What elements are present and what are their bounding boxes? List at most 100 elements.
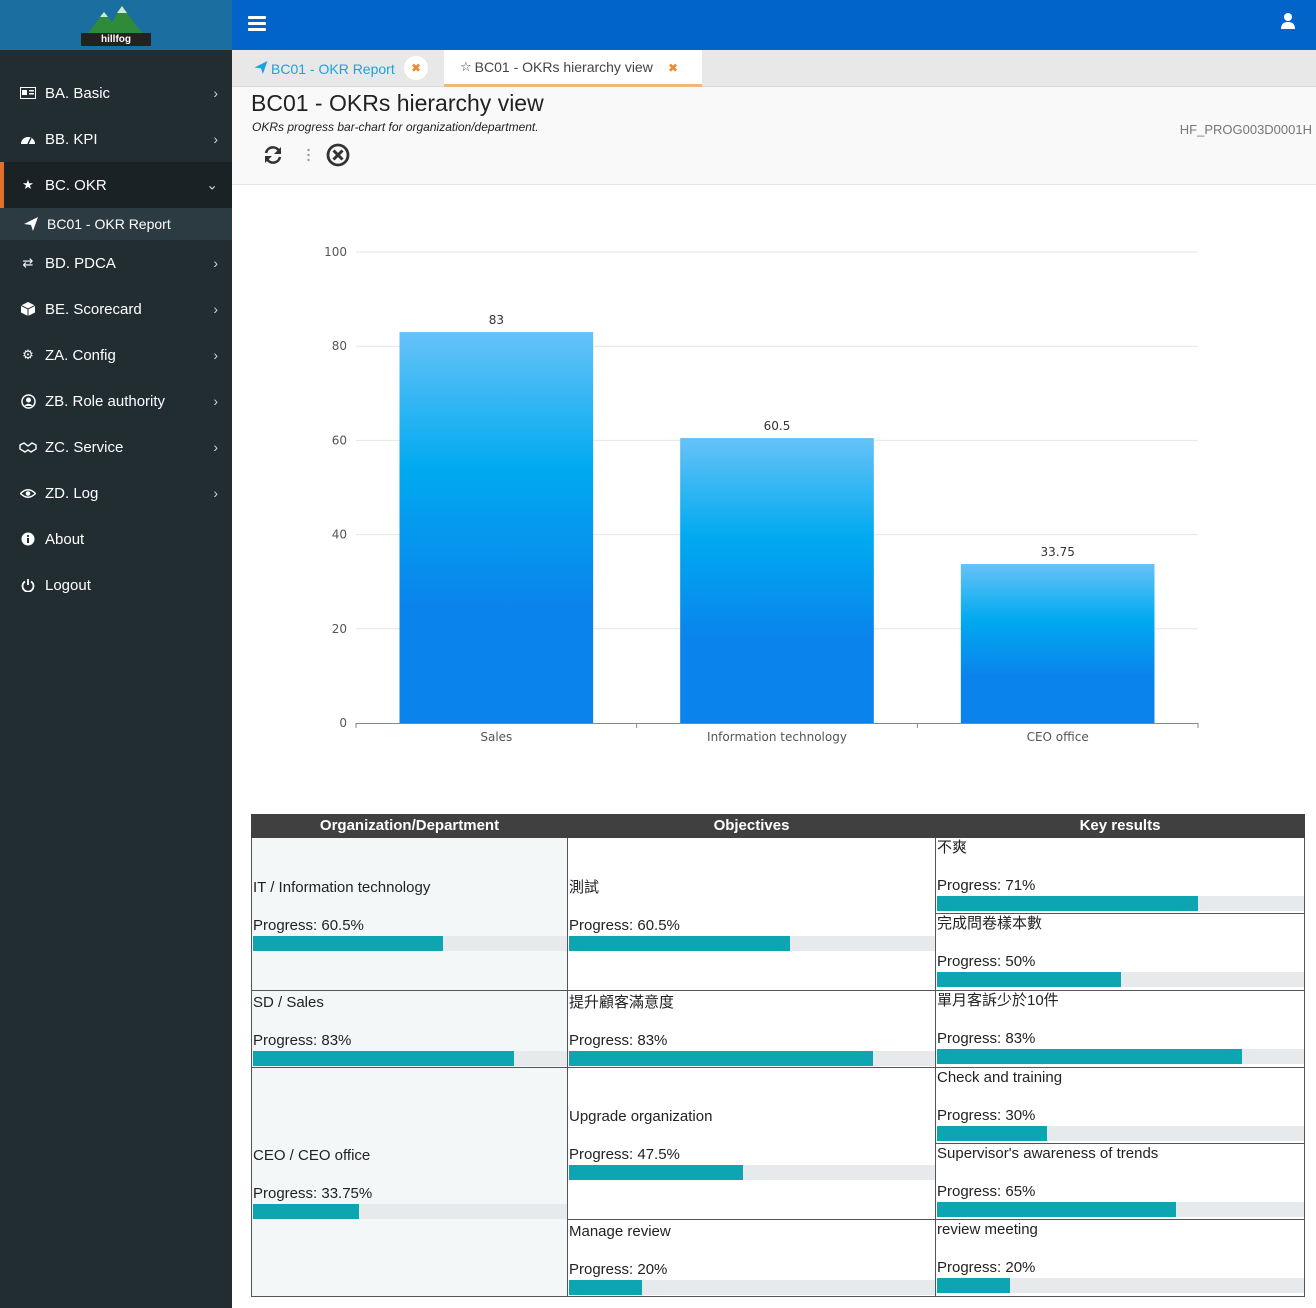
item-name: review meeting	[937, 1221, 1038, 1238]
item-name: Check and training	[937, 1069, 1063, 1086]
table-header-row: Organization/Department Objectives Key r…	[251, 814, 1305, 838]
sidebar-item-label: ZC. Service	[45, 438, 124, 456]
progress-block: 不爽 Progress: 71%	[936, 838, 1304, 911]
key-results-cell: 不爽 Progress: 71% 完成問卷樣本數 Progress: 50%	[935, 837, 1305, 991]
progress-bar-track	[569, 1050, 935, 1066]
progress-label: Progress: 20%	[569, 1260, 668, 1278]
bar-sales	[399, 332, 594, 723]
progress-bar-fill	[937, 896, 1198, 911]
item-name: Manage review	[569, 1222, 671, 1240]
item-name: Upgrade organization	[569, 1108, 713, 1125]
tab-okr-report[interactable]: BC01 - OKR Report ✖	[232, 50, 436, 87]
star-outline-icon: ☆	[460, 59, 472, 74]
column-header-key-results: Key results	[935, 814, 1305, 838]
progress-bar-track	[253, 1050, 567, 1066]
okr-hierarchy-table: Organization/Department Objectives Key r…	[251, 814, 1305, 1297]
progress-label: Progress: 60.5%	[569, 916, 680, 934]
key-result-item: review meeting Progress: 20%	[936, 1220, 1304, 1296]
objectives-cell: Upgrade organization Progress: 47.5% Manag…	[567, 1067, 936, 1297]
logo[interactable]: hillfog	[78, 2, 154, 48]
x-category-label: Sales	[480, 730, 512, 744]
progress-label: Progress: 50%	[937, 953, 1036, 970]
sidebar-item-role-authority[interactable]: ZB. Role authority ›	[0, 378, 232, 424]
logo-area[interactable]: hillfog	[0, 0, 232, 50]
progress-block: Supervisor's awareness of trends Progress…	[936, 1144, 1304, 1217]
bar-information-technology	[680, 438, 874, 723]
sidebar-item-pdca[interactable]: ⇄ BD. PDCA ›	[0, 240, 232, 286]
sidebar-item-about[interactable]: About	[0, 516, 232, 562]
progress-label: Progress: 65%	[937, 1183, 1036, 1200]
y-tick-label: 40	[332, 528, 347, 542]
y-tick-label: 0	[339, 716, 347, 730]
sidebar-item-label: BB. KPI	[45, 130, 98, 148]
progress-bar-fill	[569, 1279, 643, 1295]
chevron-right-icon: ›	[213, 393, 218, 409]
progress-bar-fill	[937, 1049, 1242, 1064]
item-name: CEO / CEO office	[253, 1146, 371, 1164]
progress-bar-track	[937, 1126, 1304, 1141]
progress-block: SD / Sales Progress: 83%	[252, 993, 567, 1066]
progress-block: IT / Information technology Progress: 60.…	[252, 878, 567, 951]
progress-bar-track	[937, 972, 1304, 987]
chevron-down-icon: ⌄	[206, 176, 218, 193]
tab-okrs-hierarchy-view[interactable]: ☆ BC01 - OKRs hierarchy view ✖	[444, 50, 702, 87]
x-category-label: Information technology	[707, 730, 847, 744]
sidebar-item-log[interactable]: ZD. Log ›	[0, 470, 232, 516]
sidebar-subitem-label: BC01 - OKR Report	[47, 216, 171, 232]
sidebar: hillfog BA. Basic › BB. KPI › ★ BC. OKR …	[0, 0, 232, 1308]
progress-bar-fill	[569, 935, 791, 951]
table-row: CEO / CEO office Progress: 33.75% Upgrade …	[251, 1067, 1305, 1297]
x-category-label: CEO office	[1027, 730, 1089, 744]
table-row: IT / Information technology Progress: 60.…	[251, 837, 1305, 991]
sidebar-item-label: Logout	[45, 576, 91, 594]
user-icon[interactable]	[1280, 12, 1296, 30]
refresh-icon[interactable]	[262, 144, 284, 166]
sidebar-item-label: ZB. Role authority	[45, 392, 166, 410]
close-icon[interactable]: ✖	[667, 61, 679, 75]
key-result-item: 完成問卷樣本數 Progress: 50%	[936, 914, 1304, 990]
item-name: Supervisor's awareness of trends	[937, 1145, 1159, 1162]
star-icon: ★	[22, 177, 34, 192]
close-circle-icon[interactable]	[326, 143, 350, 167]
eye-icon	[19, 485, 37, 501]
progress-bar-track	[253, 935, 567, 951]
sidebar-item-basic[interactable]: BA. Basic ›	[0, 70, 232, 116]
progress-bar-fill	[253, 935, 443, 951]
dashboard-icon	[19, 131, 37, 147]
progress-label: Progress: 33.75%	[253, 1184, 373, 1202]
sidebar-item-config[interactable]: ⚙ ZA. Config ›	[0, 332, 232, 378]
toolbar-separator-icon	[307, 148, 310, 162]
sidebar-item-okr[interactable]: ★ BC. OKR ⌄	[0, 162, 232, 208]
chevron-right-icon: ›	[213, 255, 218, 271]
item-name: 完成問卷樣本數	[937, 915, 1043, 932]
objective-item: Upgrade organization Progress: 47.5%	[568, 1068, 935, 1220]
paper-plane-icon	[22, 217, 40, 231]
sidebar-item-scorecard[interactable]: BE. Scorecard ›	[0, 286, 232, 332]
objective-item: Manage review Progress: 20%	[568, 1220, 935, 1296]
sidebar-subitem-okr-report[interactable]: BC01 - OKR Report	[0, 208, 232, 240]
progress-bar-fill	[569, 1165, 743, 1180]
close-icon[interactable]: ✖	[404, 56, 428, 80]
key-result-item: 單月客訴少於10件 Progress: 83%	[936, 991, 1304, 1067]
sidebar-item-label: BA. Basic	[45, 84, 111, 102]
progress-bar-track	[253, 1203, 567, 1219]
y-tick-label: 60	[332, 433, 347, 447]
cube-icon	[19, 301, 37, 317]
sidebar-item-label: ZA. Config	[45, 346, 116, 364]
progress-block: Upgrade organization Progress: 47.5%	[568, 1107, 935, 1180]
chevron-right-icon: ›	[213, 347, 218, 363]
tab-label: BC01 - OKR Report	[271, 60, 395, 77]
y-tick-label: 80	[332, 339, 347, 353]
sidebar-item-kpi[interactable]: BB. KPI ›	[0, 116, 232, 162]
chevron-right-icon: ›	[213, 439, 218, 455]
tab-bar: BC01 - OKR Report ✖ ☆ BC01 - OKRs hierar…	[232, 50, 1316, 87]
bar-ceo-office	[960, 564, 1155, 723]
chevron-right-icon: ›	[213, 485, 218, 501]
logo-text: hillfog	[81, 33, 151, 46]
hamburger-menu-icon[interactable]	[248, 16, 266, 32]
sidebar-item-logout[interactable]: Logout	[0, 562, 232, 608]
gear-icon: ⚙	[22, 347, 34, 362]
sidebar-item-service[interactable]: ZC. Service ›	[0, 424, 232, 470]
progress-label: Progress: 20%	[937, 1259, 1036, 1276]
card-icon	[19, 85, 37, 101]
